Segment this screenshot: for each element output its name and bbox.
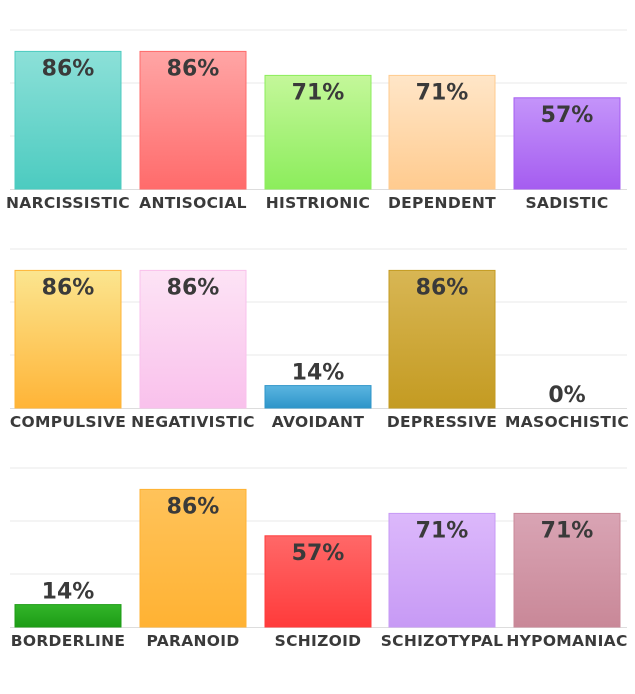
bar-value-label: 57% xyxy=(292,541,345,566)
bar-value-label: 71% xyxy=(416,80,469,105)
bar-value-label: 71% xyxy=(416,518,469,543)
category-label: MASOCHISTIC xyxy=(505,413,629,431)
bar-value-label: 86% xyxy=(167,494,220,519)
bar-value-label: 86% xyxy=(416,275,469,300)
bar-compulsive xyxy=(14,269,122,409)
category-label: SADISTIC xyxy=(525,194,608,212)
bar-depressive xyxy=(388,269,496,409)
bar-dependent xyxy=(388,74,496,190)
bar-avoidant xyxy=(264,385,372,409)
bar-value-label: 86% xyxy=(167,275,220,300)
bar-value-label: 57% xyxy=(541,103,594,128)
category-label: HYPOMANIAC xyxy=(506,632,627,650)
bar-value-label: 86% xyxy=(42,275,95,300)
chart-row-3: 14% BORDERLINE 86% PARANOID 57% SCHIZOID 71% SC… xyxy=(10,467,627,650)
bar-negativistic xyxy=(139,269,247,409)
bar-antisocial xyxy=(139,50,247,190)
bar-value-label: 14% xyxy=(292,361,345,386)
category-label: NEGATIVISTIC xyxy=(131,413,255,431)
chart-row-2: 86% COMPULSIVE 86% NEGATIVISTIC 14% AVOIDANT 8… xyxy=(10,248,629,431)
bar-value-label: 86% xyxy=(42,56,95,81)
chart-row-1: 86% NARCISSISTIC 86% ANTISOCIAL 71% HISTRIONI… xyxy=(6,29,627,212)
bar-sadistic xyxy=(513,97,621,190)
category-label: ANTISOCIAL xyxy=(139,194,247,212)
bar-histrionic xyxy=(264,74,372,190)
category-label: NARCISSISTIC xyxy=(6,194,130,212)
bar-borderline xyxy=(14,604,122,628)
category-label: DEPRESSIVE xyxy=(387,413,497,431)
bar-schizotypal xyxy=(388,512,496,628)
category-label: BORDERLINE xyxy=(11,632,126,650)
bar-hypomaniac xyxy=(513,512,621,628)
category-label: HISTRIONIC xyxy=(266,194,370,212)
bar-paranoid xyxy=(139,488,247,628)
category-label: COMPULSIVE xyxy=(10,413,126,431)
bar-value-label: 14% xyxy=(42,580,95,605)
bar-value-label: 71% xyxy=(292,80,345,105)
category-label: AVOIDANT xyxy=(272,413,365,431)
category-label: PARANOID xyxy=(146,632,239,650)
category-label: DEPENDENT xyxy=(388,194,496,212)
bar-value-label: 0% xyxy=(548,383,585,408)
bar-narcissistic xyxy=(14,50,122,190)
category-label: SCHIZOID xyxy=(275,632,362,650)
bar-value-label: 71% xyxy=(541,518,594,543)
bar-value-label: 86% xyxy=(167,56,220,81)
category-label: SCHIZOTYPAL xyxy=(381,632,504,650)
bar-schizoid xyxy=(264,535,372,628)
